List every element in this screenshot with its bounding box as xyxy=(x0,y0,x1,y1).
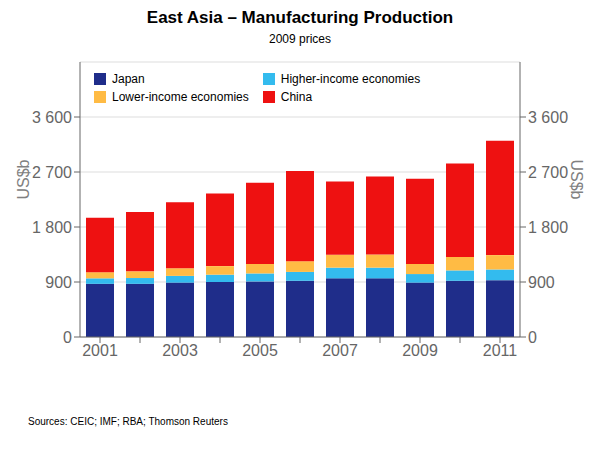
html-text:Higher-income economies: Higher-income economies xyxy=(280,72,421,86)
svg-text:0: 0 xyxy=(63,329,72,346)
html-text:Japan: Japan xyxy=(112,72,145,86)
svg-text:2007: 2007 xyxy=(322,342,358,359)
svg-text:2011: 2011 xyxy=(483,342,518,359)
svg-text:1 800: 1 800 xyxy=(32,219,72,236)
svg-text:900: 900 xyxy=(45,274,72,291)
html-text:East Asia – Manufacturing Prod: East Asia – Manufacturing Production xyxy=(146,8,454,27)
html-text:Sources: CEIC; IMF; RBA; Thoms: Sources: CEIC; IMF; RBA; Thomson Reuters xyxy=(28,416,228,427)
svg-text:2 700: 2 700 xyxy=(32,164,72,181)
svg-text:2001: 2001 xyxy=(82,342,118,359)
svg-text:2009: 2009 xyxy=(402,342,438,359)
svg-text:2003: 2003 xyxy=(162,342,198,359)
svg-text:US$b: US$b xyxy=(568,159,585,199)
svg-text:US$b: US$b xyxy=(15,159,32,199)
svg-text:2005: 2005 xyxy=(242,342,278,359)
html-text:2009 prices: 2009 prices xyxy=(269,32,331,46)
svg-text:900: 900 xyxy=(528,274,555,291)
svg-text:3 600: 3 600 xyxy=(32,109,72,126)
html-text:Lower-income economies: Lower-income economies xyxy=(112,90,249,104)
svg-text:0: 0 xyxy=(528,329,537,346)
svg-text:3 600: 3 600 xyxy=(528,109,568,126)
svg-text:2 700: 2 700 xyxy=(528,164,568,181)
svg-text:1 800: 1 800 xyxy=(528,219,568,236)
html-text:China: China xyxy=(280,90,313,104)
